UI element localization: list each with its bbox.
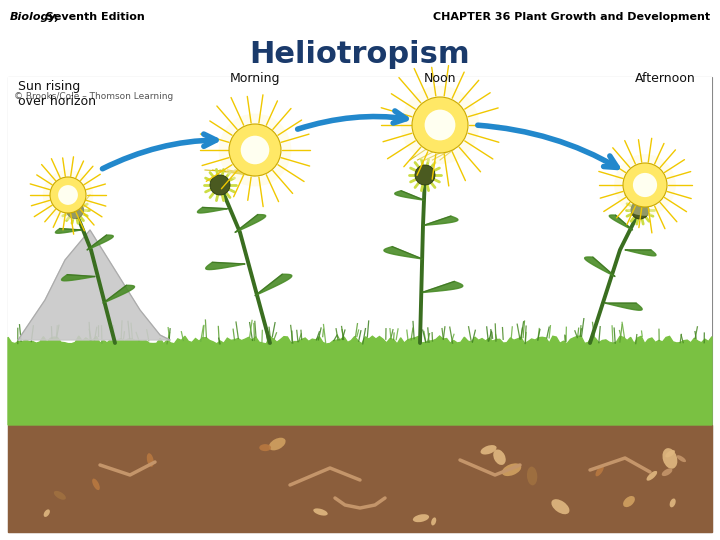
Ellipse shape: [662, 448, 678, 469]
Polygon shape: [55, 228, 81, 233]
Ellipse shape: [633, 173, 657, 197]
Ellipse shape: [210, 175, 230, 195]
Ellipse shape: [147, 453, 154, 467]
Ellipse shape: [502, 463, 521, 476]
Polygon shape: [206, 262, 245, 269]
Polygon shape: [235, 214, 266, 232]
Polygon shape: [87, 235, 113, 250]
Ellipse shape: [58, 185, 78, 205]
Ellipse shape: [595, 465, 604, 476]
Polygon shape: [8, 336, 712, 425]
Ellipse shape: [413, 514, 429, 522]
Ellipse shape: [412, 97, 468, 153]
Text: Sun rising
over horizon: Sun rising over horizon: [18, 80, 96, 108]
Polygon shape: [8, 425, 712, 532]
Text: Morning: Morning: [230, 72, 280, 85]
Text: Biology,: Biology,: [10, 12, 60, 22]
Polygon shape: [605, 303, 642, 310]
Bar: [8, 77, 712, 532]
Polygon shape: [423, 216, 458, 225]
Ellipse shape: [415, 165, 435, 185]
Ellipse shape: [552, 499, 570, 514]
Bar: [8, 77, 712, 532]
Text: © Brooks/Cole – Thomson Learning: © Brooks/Cole – Thomson Learning: [14, 92, 174, 101]
Ellipse shape: [480, 445, 497, 455]
Polygon shape: [255, 274, 292, 295]
Text: Seventh Edition: Seventh Edition: [42, 12, 145, 22]
Ellipse shape: [42, 170, 93, 220]
Ellipse shape: [50, 177, 86, 213]
Polygon shape: [61, 275, 95, 281]
Ellipse shape: [92, 478, 100, 490]
Text: CHAPTER 36 Plant Growth and Development: CHAPTER 36 Plant Growth and Development: [433, 12, 710, 22]
Ellipse shape: [425, 110, 456, 140]
Ellipse shape: [662, 468, 672, 476]
Ellipse shape: [259, 444, 271, 451]
Polygon shape: [395, 191, 424, 200]
Polygon shape: [609, 215, 632, 230]
Ellipse shape: [631, 201, 649, 219]
Polygon shape: [585, 257, 615, 276]
Ellipse shape: [670, 498, 675, 508]
Ellipse shape: [219, 113, 292, 186]
Ellipse shape: [431, 517, 436, 525]
Ellipse shape: [623, 163, 667, 207]
Ellipse shape: [313, 508, 328, 516]
Polygon shape: [18, 230, 170, 340]
Text: Noon: Noon: [424, 72, 456, 85]
Ellipse shape: [677, 455, 686, 462]
Ellipse shape: [229, 124, 281, 176]
Ellipse shape: [665, 450, 675, 457]
Ellipse shape: [623, 496, 635, 507]
Ellipse shape: [493, 449, 505, 465]
Polygon shape: [103, 285, 135, 303]
Polygon shape: [384, 247, 423, 259]
Ellipse shape: [269, 438, 286, 450]
Text: Afternoon: Afternoon: [634, 72, 696, 85]
Polygon shape: [197, 207, 228, 213]
Text: Heliotropism: Heliotropism: [250, 40, 470, 69]
Ellipse shape: [44, 509, 50, 517]
Ellipse shape: [614, 154, 676, 216]
Ellipse shape: [401, 86, 480, 164]
Ellipse shape: [647, 471, 657, 481]
Ellipse shape: [527, 467, 537, 485]
Ellipse shape: [240, 136, 269, 164]
Polygon shape: [421, 281, 463, 293]
Ellipse shape: [66, 201, 84, 219]
Ellipse shape: [54, 491, 66, 500]
Polygon shape: [625, 250, 656, 256]
